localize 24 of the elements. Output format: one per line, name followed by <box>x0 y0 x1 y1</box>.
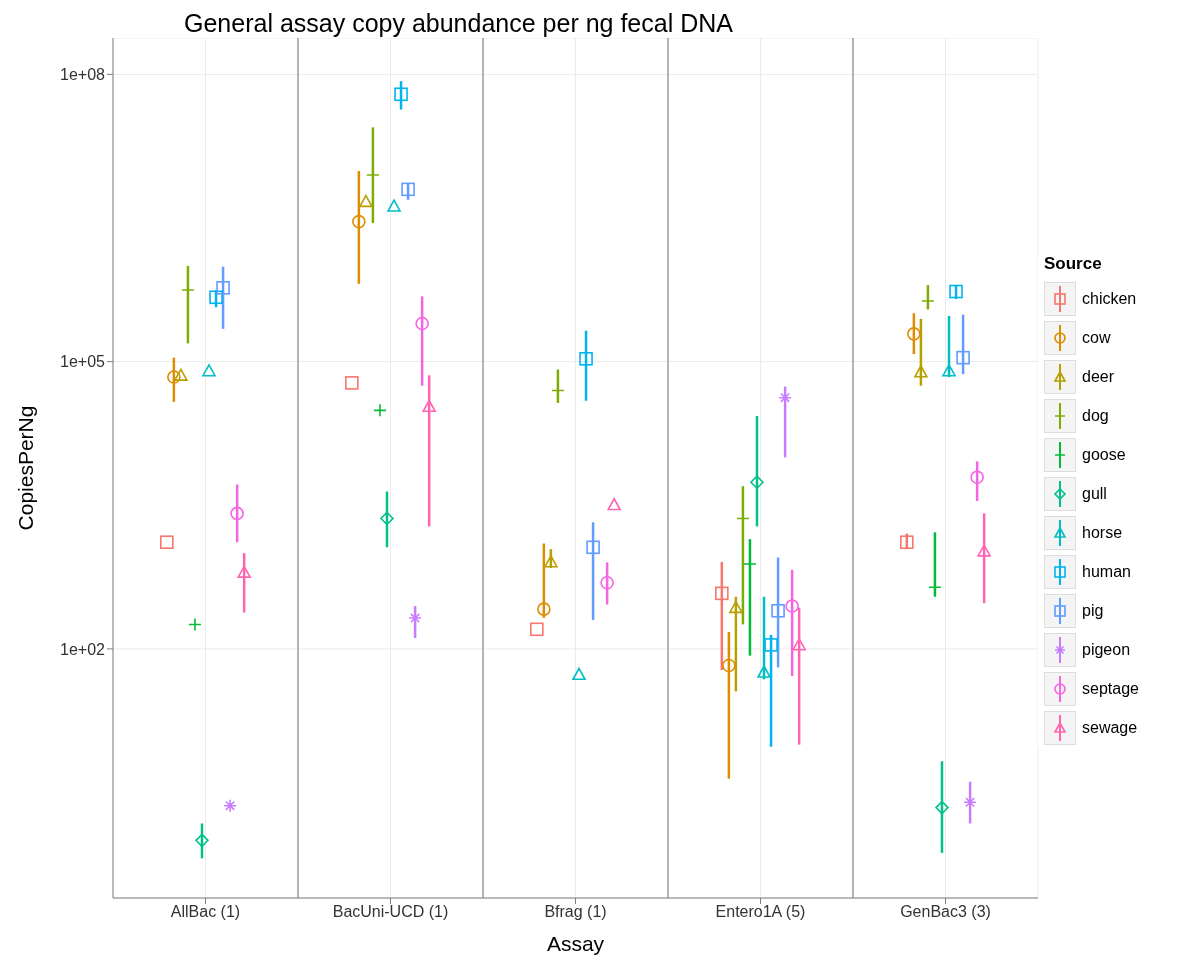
legend-label: chicken <box>1082 290 1137 308</box>
legend-label: goose <box>1082 446 1126 464</box>
x-tick-label: AllBac (1) <box>170 903 241 921</box>
legend-title: Source <box>1044 253 1103 274</box>
y-tick-label: 1e+05 <box>60 353 106 371</box>
x-tick-label: Entero1A (5) <box>715 903 806 921</box>
x-tick-label: BacUni-UCD (1) <box>332 903 449 921</box>
legend-label: pig <box>1082 602 1104 620</box>
y-tick-label: 1e+02 <box>60 640 106 658</box>
x-tick-label: GenBac3 (3) <box>900 903 991 921</box>
legend-label: dog <box>1082 407 1109 425</box>
x-tick-label: Bfrag (1) <box>544 903 607 921</box>
legend-label: human <box>1082 563 1131 581</box>
legend-label: septage <box>1082 680 1139 698</box>
y-tick-label: 1e+08 <box>60 66 106 84</box>
chart-title: General assay copy abundance per ng fecal DNA <box>184 8 734 38</box>
legend-label: horse <box>1082 524 1123 542</box>
legend-label: deer <box>1082 368 1115 386</box>
legend-label: gull <box>1082 485 1107 503</box>
x-axis-title: Assay <box>546 932 605 955</box>
legend-label: cow <box>1082 329 1111 347</box>
legend-label: pigeon <box>1082 641 1131 659</box>
legend-label: sewage <box>1082 719 1138 737</box>
y-axis-title: CopiesPerNg <box>14 405 38 531</box>
